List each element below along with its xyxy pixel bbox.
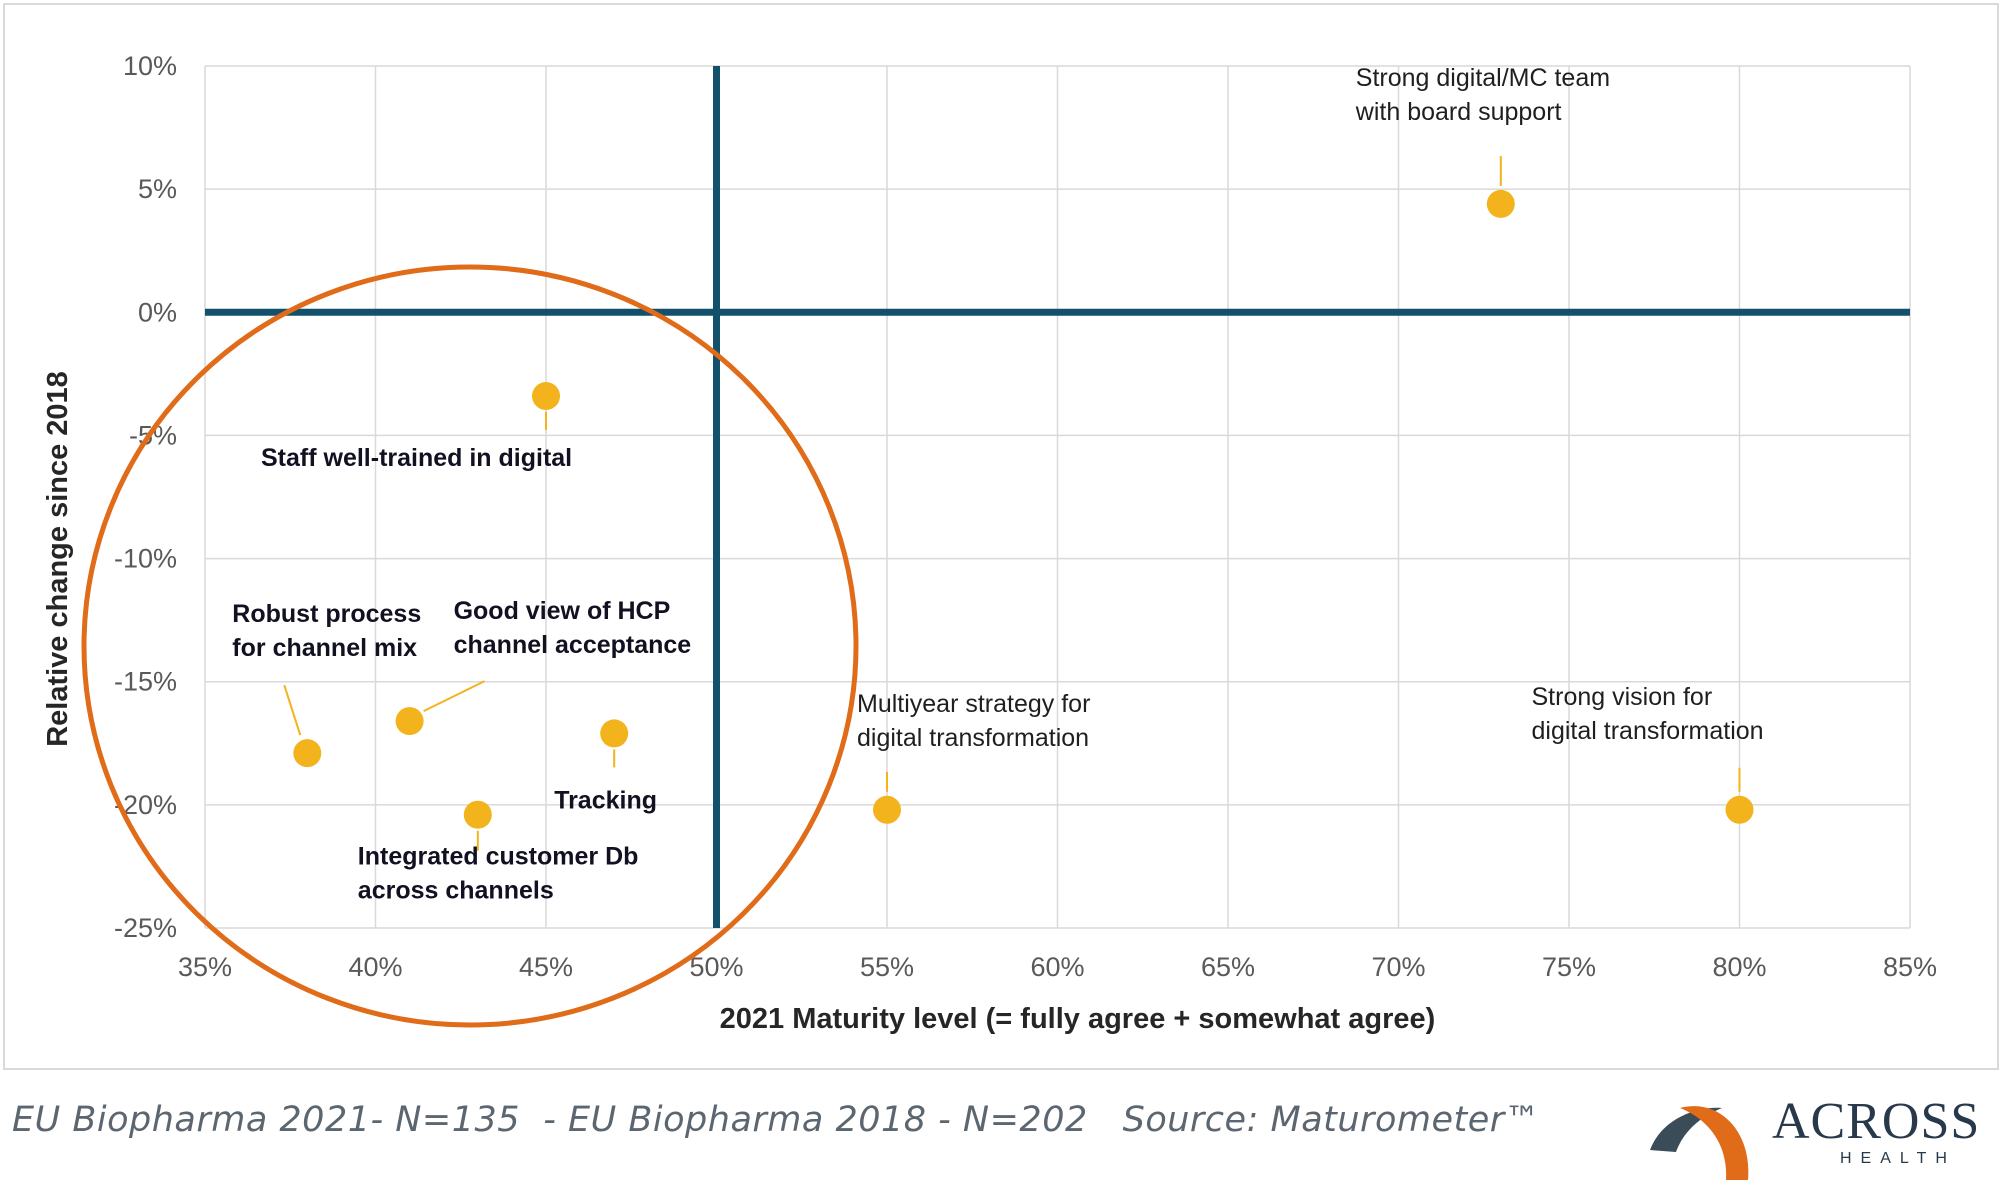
x-tick-label: 40% <box>348 952 402 982</box>
data-label-line: Integrated customer Db <box>358 843 639 871</box>
x-tick-label: 50% <box>689 952 743 982</box>
y-tick-label: 10% <box>123 51 177 81</box>
data-label: Integrated customer Db across channels <box>358 843 639 905</box>
data-label-line: Strong vision for <box>1532 683 1713 711</box>
y-axis-title: Relative change since 2018 <box>42 371 74 747</box>
data-label-line: Tracking <box>554 786 657 814</box>
data-point <box>532 382 560 411</box>
data-label-line: Staff well-trained in digital <box>261 444 572 472</box>
data-label: Good view of HCP channel acceptance <box>454 597 692 659</box>
logo-wordmark: ACROSS <box>1772 1093 1981 1150</box>
data-label: Staff well-trained in digital <box>261 444 572 472</box>
x-tick-label: 45% <box>519 952 573 982</box>
across-health-logo: ACROSS HEALTH <box>1640 1090 1990 1180</box>
data-point <box>873 795 901 824</box>
data-point <box>600 719 629 748</box>
y-tick-label: -25% <box>114 913 177 943</box>
x-tick-label: 60% <box>1030 952 1084 982</box>
leader-line <box>283 684 302 736</box>
y-tick-label: -5% <box>129 420 177 450</box>
data-point <box>293 739 322 768</box>
data-label-line: Strong digital/MC team <box>1356 64 1610 92</box>
data-point <box>1486 189 1515 218</box>
data-label-line: Multiyear strategy for <box>857 690 1090 718</box>
data-label-line: for channel mix <box>232 634 417 662</box>
data-label-line: Robust process <box>232 600 421 628</box>
leader-line <box>423 680 486 713</box>
x-tick-label: 70% <box>1371 952 1425 982</box>
data-label: Multiyear strategy for digital transforma… <box>857 690 1090 752</box>
x-axis-title: 2021 Maturity level (= fully agree + som… <box>720 1003 1436 1035</box>
data-label-line: digital transformation <box>857 724 1089 752</box>
data-point <box>395 707 424 736</box>
data-label-line: Good view of HCP <box>454 597 671 625</box>
data-label-line: with board support <box>1355 98 1562 126</box>
x-tick-label: 85% <box>1883 952 1937 982</box>
data-point <box>463 800 492 829</box>
chart-frame <box>3 3 1999 1070</box>
data-label-line: channel acceptance <box>454 631 692 659</box>
data-label-line: digital transformation <box>1532 717 1764 745</box>
y-tick-label: 0% <box>138 297 177 327</box>
x-tick-label: 35% <box>178 952 232 982</box>
x-tick-label: 75% <box>1542 952 1596 982</box>
x-tick-label: 65% <box>1201 952 1255 982</box>
source-note: EU Biopharma 2021- N=135 - EU Biopharma … <box>12 1100 1541 1140</box>
y-tick-label: 5% <box>138 174 177 204</box>
highlight-circle <box>81 264 859 1028</box>
data-label: Strong digital/MC team with board support <box>1355 64 1610 126</box>
data-label: Robust process for channel mix <box>232 600 421 662</box>
y-tick-label: -15% <box>114 667 177 697</box>
x-tick-label: 80% <box>1712 952 1766 982</box>
data-label: Tracking <box>554 786 657 814</box>
logo-subtitle: HEALTH <box>1840 1150 1956 1167</box>
data-point <box>1725 795 1754 824</box>
y-tick-label: -10% <box>114 544 177 574</box>
data-label: Strong vision for digital transformation <box>1532 683 1764 745</box>
logo-mark-icon <box>1650 1106 1749 1180</box>
x-tick-label: 55% <box>860 952 914 982</box>
data-label-line: across channels <box>358 877 554 905</box>
